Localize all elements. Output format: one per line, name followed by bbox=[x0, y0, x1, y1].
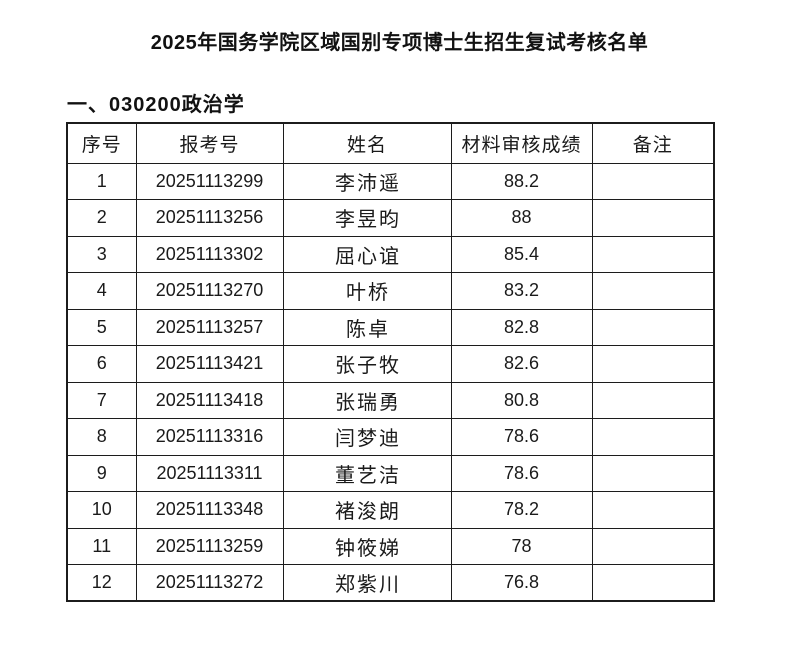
column-header: 材料审核成绩 bbox=[450, 122, 593, 164]
cell-no: 12 bbox=[66, 564, 137, 602]
cell-application_no: 20251113257 bbox=[135, 308, 284, 346]
table-row: 4 20251113270 叶桥 83.2 bbox=[66, 272, 715, 310]
table-row: 8 20251113316 闫梦迪 78.6 bbox=[66, 418, 715, 456]
cell-name: 张子牧 bbox=[282, 345, 452, 383]
cell-score: 83.2 bbox=[450, 272, 593, 310]
cell-no: 9 bbox=[66, 454, 137, 492]
cell-no: 5 bbox=[66, 308, 137, 346]
cell-name: 闫梦迪 bbox=[282, 418, 452, 456]
cell-application_no: 20251113272 bbox=[135, 564, 284, 602]
cell-application_no: 20251113421 bbox=[135, 345, 284, 383]
cell-remark bbox=[591, 454, 715, 492]
cell-score: 78.6 bbox=[450, 418, 593, 456]
cell-application_no: 20251113311 bbox=[135, 454, 284, 492]
cell-remark bbox=[591, 199, 715, 237]
cell-no: 11 bbox=[66, 527, 137, 565]
table-row: 7 20251113418 张瑞勇 80.8 bbox=[66, 381, 715, 419]
cell-remark bbox=[591, 418, 715, 456]
column-header: 报考号 bbox=[135, 122, 284, 164]
cell-remark bbox=[591, 381, 715, 419]
cell-score: 88.2 bbox=[450, 162, 593, 200]
table-row: 2 20251113256 李昱昀 88 bbox=[66, 199, 715, 237]
cell-application_no: 20251113348 bbox=[135, 491, 284, 529]
cell-no: 6 bbox=[66, 345, 137, 383]
cell-remark bbox=[591, 235, 715, 273]
cell-no: 4 bbox=[66, 272, 137, 310]
cell-name: 董艺洁 bbox=[282, 454, 452, 492]
cell-score: 80.8 bbox=[450, 381, 593, 419]
cell-application_no: 20251113302 bbox=[135, 235, 284, 273]
cell-name: 钟筱娣 bbox=[282, 527, 452, 565]
column-header: 备注 bbox=[591, 122, 715, 164]
cell-score: 85.4 bbox=[450, 235, 593, 273]
cell-application_no: 20251113256 bbox=[135, 199, 284, 237]
cell-name: 张瑞勇 bbox=[282, 381, 452, 419]
table-row: 6 20251113421 张子牧 82.6 bbox=[66, 345, 715, 383]
cell-name: 屈心谊 bbox=[282, 235, 452, 273]
cell-application_no: 20251113418 bbox=[135, 381, 284, 419]
cell-name: 郑紫川 bbox=[282, 564, 452, 602]
cell-remark bbox=[591, 564, 715, 602]
cell-name: 李沛遥 bbox=[282, 162, 452, 200]
table-body: 1 20251113299 李沛遥 88.2 2 20251113256 李昱昀 88 3 202… bbox=[66, 162, 715, 602]
cell-score: 78.6 bbox=[450, 454, 593, 492]
cell-score: 78.2 bbox=[450, 491, 593, 529]
cell-remark bbox=[591, 272, 715, 310]
cell-remark bbox=[591, 162, 715, 200]
page-title: 2025年国务学院区域国别专项博士生招生复试考核名单 bbox=[150, 32, 649, 54]
cell-remark bbox=[591, 527, 715, 565]
cell-no: 1 bbox=[66, 162, 137, 200]
cell-no: 10 bbox=[66, 491, 137, 529]
cell-application_no: 20251113299 bbox=[135, 162, 284, 200]
cell-application_no: 20251113316 bbox=[135, 418, 284, 456]
table-row: 9 20251113311 董艺洁 78.6 bbox=[66, 454, 715, 492]
cell-score: 82.6 bbox=[450, 345, 593, 383]
cell-score: 88 bbox=[450, 199, 593, 237]
cell-name: 叶桥 bbox=[282, 272, 452, 310]
cell-score: 82.8 bbox=[450, 308, 593, 346]
section-heading: 一、030200政治学 bbox=[67, 94, 245, 116]
cell-application_no: 20251113270 bbox=[135, 272, 284, 310]
cell-no: 7 bbox=[66, 381, 137, 419]
cell-name: 李昱昀 bbox=[282, 199, 452, 237]
column-header: 序号 bbox=[66, 122, 137, 164]
table-row: 10 20251113348 褚浚朗 78.2 bbox=[66, 491, 715, 529]
table-row: 11 20251113259 钟筱娣 78 bbox=[66, 527, 715, 565]
cell-name: 褚浚朗 bbox=[282, 491, 452, 529]
cell-remark bbox=[591, 308, 715, 346]
table-header-row: 序号 报考号 姓名 材料审核成绩 备注 bbox=[66, 122, 715, 164]
cell-score: 76.8 bbox=[450, 564, 593, 602]
score-table: 序号 报考号 姓名 材料审核成绩 备注 1 20251113299 李沛遥 88.2 2 2025… bbox=[66, 122, 715, 602]
cell-no: 8 bbox=[66, 418, 137, 456]
cell-name: 陈卓 bbox=[282, 308, 452, 346]
table-row: 1 20251113299 李沛遥 88.2 bbox=[66, 162, 715, 200]
table-row: 3 20251113302 屈心谊 85.4 bbox=[66, 235, 715, 273]
table-row: 5 20251113257 陈卓 82.8 bbox=[66, 308, 715, 346]
table-row: 12 20251113272 郑紫川 76.8 bbox=[66, 564, 715, 602]
cell-no: 2 bbox=[66, 199, 137, 237]
cell-application_no: 20251113259 bbox=[135, 527, 284, 565]
cell-remark bbox=[591, 491, 715, 529]
cell-no: 3 bbox=[66, 235, 137, 273]
cell-remark bbox=[591, 345, 715, 383]
cell-score: 78 bbox=[450, 527, 593, 565]
column-header: 姓名 bbox=[282, 122, 452, 164]
